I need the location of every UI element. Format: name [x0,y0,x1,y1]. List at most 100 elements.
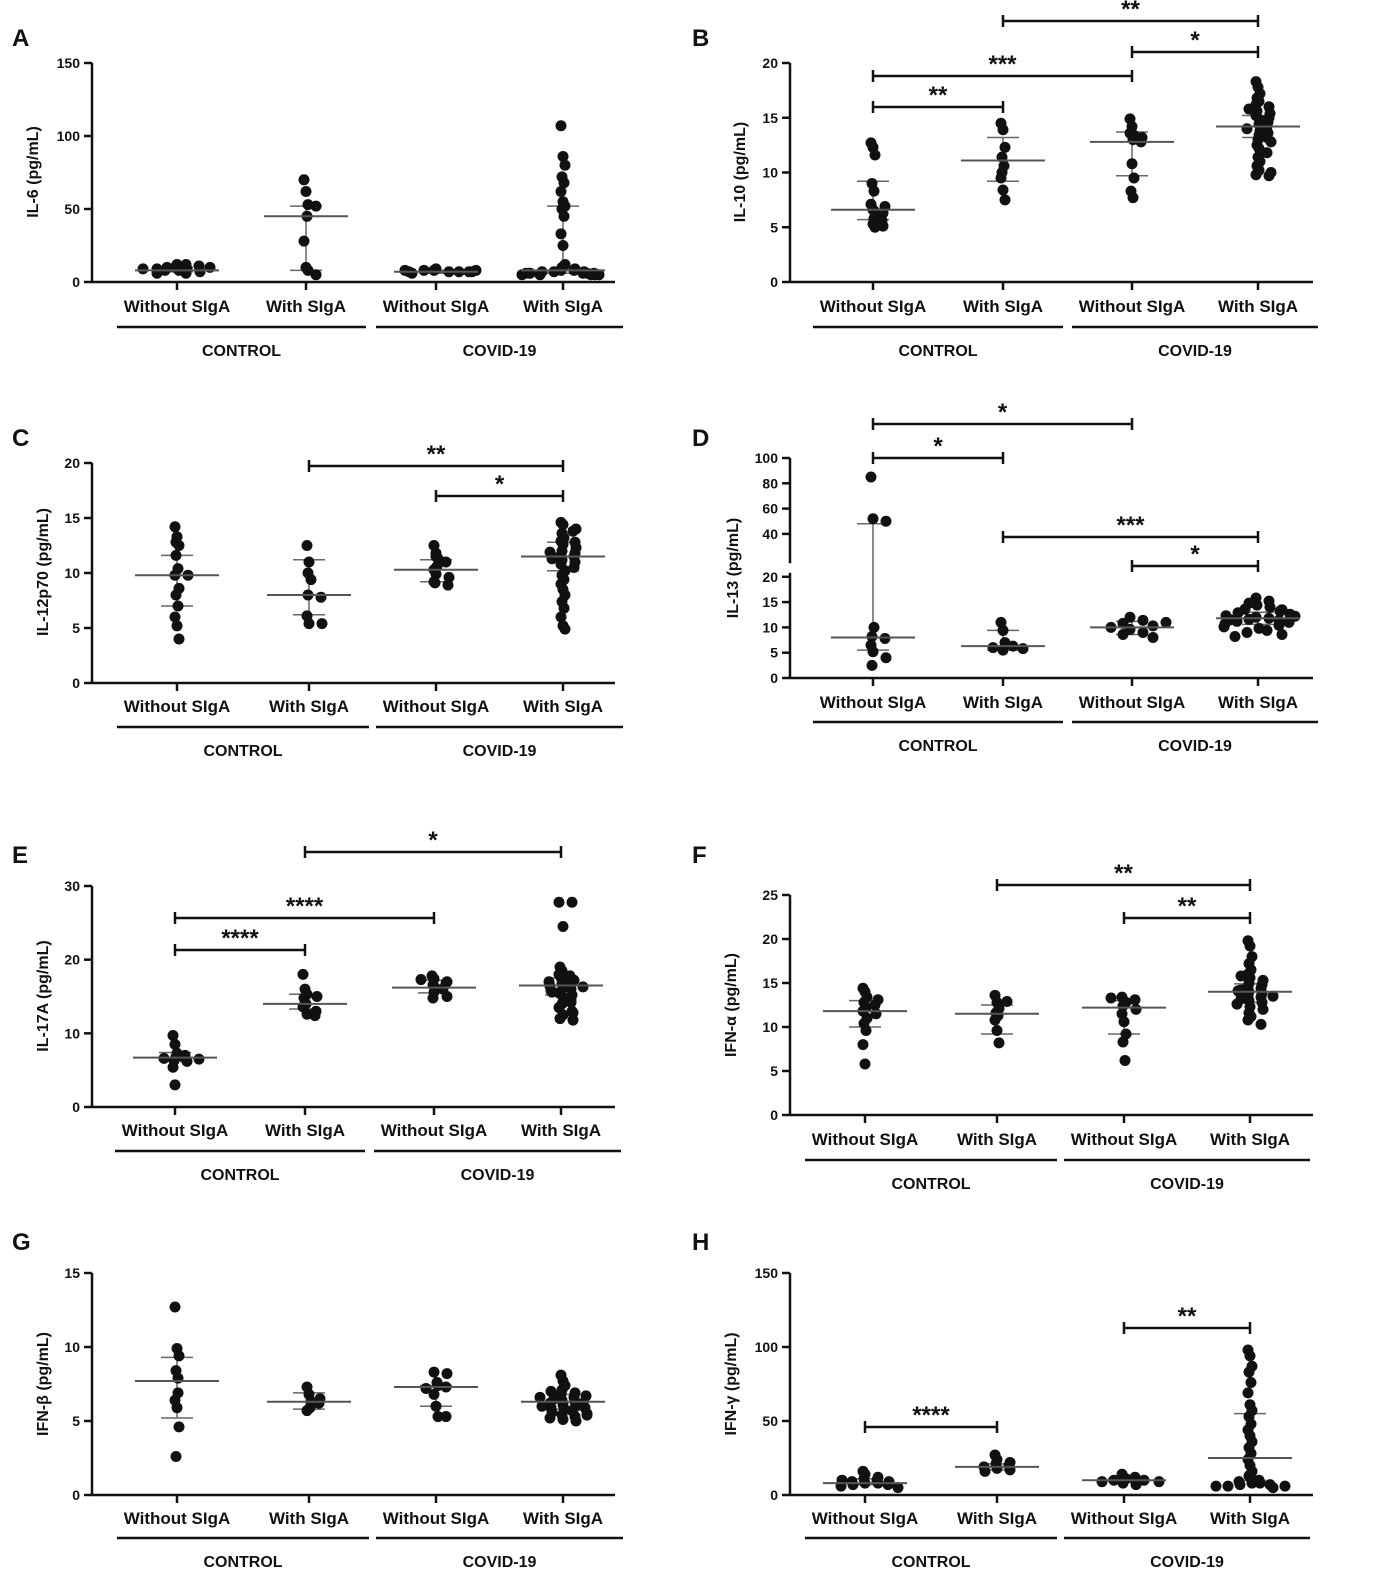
data-point [536,1400,548,1412]
series-2 [267,540,351,630]
category-label: With SIgA [269,697,349,716]
data-point [310,269,322,281]
category-label: Without SIgA [1071,1130,1178,1149]
y-tick-label: 100 [57,128,81,144]
category-label: With SIgA [1210,1509,1290,1528]
data-point [859,1058,871,1070]
data-point [442,579,454,591]
sig-label: * [1190,27,1200,54]
data-point [564,970,576,982]
sig-label: * [933,433,943,460]
data-point [316,618,328,630]
series-4 [1216,592,1301,643]
data-point [169,611,181,623]
category-label: Without SIgA [383,297,490,316]
data-point [1001,995,1013,1007]
data-point [566,896,578,908]
data-point [892,1482,904,1494]
data-point [315,591,327,603]
data-point [991,1462,1003,1474]
data-point [866,659,878,671]
panel-e: E 0 10 20 30 IL-17A (pg/mL) Without SIgA With S… [12,827,621,1184]
data-point [565,996,577,1008]
sig-label: *** [988,51,1017,78]
y-tick-label: 15 [762,110,778,126]
sig-label: ** [929,82,948,109]
y-axis-label: IL-6 (pg/mL) [25,126,42,218]
data-point [1229,631,1241,643]
data-point [309,1010,321,1022]
data-point [545,1385,557,1397]
data-point [1160,616,1172,628]
data-point [883,1476,895,1488]
data-point [420,1382,432,1394]
panel-g: G 0 5 10 15 IFN-β (pg/mL) Without SIgA With SIg… [12,1229,623,1571]
series-1 [135,258,219,279]
y-tick-label: 5 [72,620,80,636]
series-3 [1082,1468,1166,1491]
y-tick-label: 5 [770,1063,778,1079]
data-point [1117,1036,1129,1048]
y-tick-label: 50 [64,201,80,217]
data-point [169,1079,181,1091]
data-point [554,1013,566,1025]
data-point [1222,1480,1234,1492]
data-point [1234,1479,1246,1491]
data-point [559,159,571,171]
data-point [999,141,1011,153]
data-point [516,269,528,281]
data-point [869,149,881,161]
group-label: CONTROL [898,738,977,755]
y-tick-label: 10 [64,565,80,581]
data-point [997,124,1009,136]
data-point [137,263,149,275]
data-point [1251,599,1263,611]
data-point [170,549,182,561]
series-3 [1082,991,1166,1066]
data-point [997,624,1009,636]
data-point [1243,613,1255,625]
data-point [173,1421,185,1433]
group-label: CONTROL [203,743,282,760]
data-point [557,240,569,251]
category-label: Without SIgA [820,693,927,712]
data-point [1261,147,1273,159]
series-3 [394,1366,478,1423]
data-point [1267,1482,1279,1494]
category-label: Without SIgA [820,297,927,316]
series-1 [823,982,907,1070]
group-label: CONTROL [891,1176,970,1193]
data-point [418,264,430,276]
y-tick-label: 0 [770,1487,778,1503]
data-point [169,1038,181,1050]
series-4 [1208,935,1292,1030]
data-point [847,1479,859,1491]
data-point [303,556,315,568]
data-point [1264,601,1276,613]
data-point [879,633,891,645]
data-point [428,1388,440,1400]
data-point [989,1014,1001,1026]
data-point [1231,998,1243,1010]
data-point [1255,1018,1267,1030]
category-label: Without SIgA [381,1121,488,1140]
data-point [1265,136,1277,148]
series-1 [831,137,915,233]
data-point [1137,614,1149,626]
data-point [440,1411,452,1423]
data-point [180,258,192,270]
data-point [1126,158,1138,170]
data-point [1276,604,1288,616]
data-point [302,567,314,579]
data-point [548,266,560,278]
category-label: With SIgA [521,1121,601,1140]
data-point [534,269,546,281]
data-point [428,1366,440,1378]
y-tick-label: 80 [762,475,778,491]
category-label: With SIgA [963,693,1043,712]
y-tick-label: 10 [762,1019,778,1035]
data-point [415,974,427,986]
group-label: COVID-19 [463,743,537,760]
series-3 [1090,113,1174,204]
data-point [1232,607,1244,619]
